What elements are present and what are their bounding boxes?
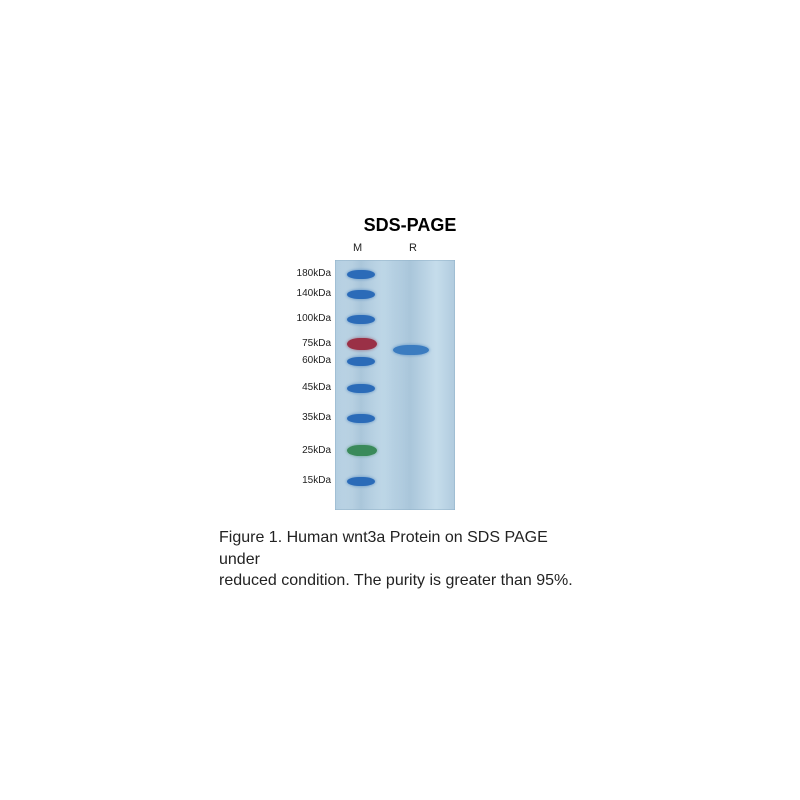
caption-line-2: reduced condition. The purity is greater…	[219, 572, 573, 589]
mw-label: 180kDa	[283, 268, 331, 279]
gel-image	[335, 260, 455, 510]
marker-band	[347, 357, 375, 366]
mw-label: 100kDa	[283, 313, 331, 324]
marker-band	[347, 477, 375, 486]
mw-label: 140kDa	[283, 288, 331, 299]
figure-caption: Figure 1. Human wnt3a Protein on SDS PAG…	[215, 527, 585, 592]
mw-label: 45kDa	[283, 382, 331, 393]
mw-label: 75kDa	[283, 338, 331, 349]
lane-label-sample: R	[409, 242, 417, 258]
marker-band	[347, 384, 375, 393]
mw-label: 35kDa	[283, 412, 331, 423]
marker-band	[347, 270, 375, 279]
mw-label: 60kDa	[283, 355, 331, 366]
mw-label: 25kDa	[283, 445, 331, 456]
lane-label-marker: M	[353, 242, 362, 258]
mw-label: 15kDa	[283, 475, 331, 486]
marker-band	[347, 414, 375, 423]
caption-line-1: Figure 1. Human wnt3a Protein on SDS PAG…	[219, 529, 548, 568]
marker-band	[347, 338, 377, 350]
marker-band	[347, 315, 375, 324]
gel-area: M R 180kDa 140kDa 100kDa 75kDa 60kDa 45kDa 35k…	[215, 242, 585, 517]
figure-title: SDS-PAGE	[235, 215, 585, 236]
sds-page-figure: SDS-PAGE M R 180kDa 140kDa 100kDa 75kDa 60kD…	[215, 215, 585, 592]
marker-band	[347, 445, 377, 456]
marker-band	[347, 290, 375, 299]
sample-band	[393, 345, 429, 355]
